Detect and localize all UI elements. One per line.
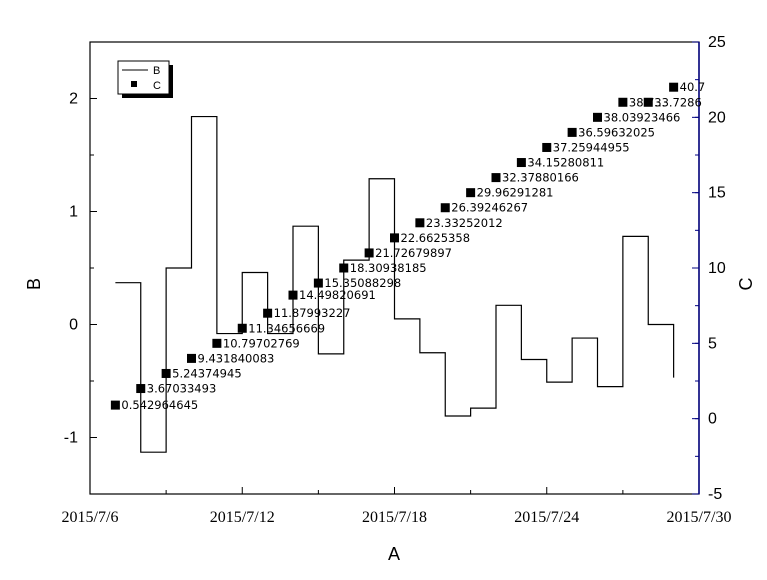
series-c-point [415, 218, 425, 228]
series-c-point [136, 384, 146, 394]
series-c-point [187, 353, 196, 363]
x-tick-label: 2015/7/24 [514, 509, 579, 526]
series-c-data-label: 18.30938185 [350, 261, 427, 275]
series-c-data-label: 11.87993227 [274, 306, 351, 320]
y-left-tick-label: 0 [69, 317, 78, 334]
series-c-data-label: 22.6625358 [401, 231, 471, 245]
series-c-point [313, 278, 323, 288]
series-c-data-label: 29.96291281 [477, 186, 554, 200]
y-right-axis-title: C [736, 278, 756, 291]
series-c-data-label: 0.542964645 [121, 398, 198, 412]
series-c-point [618, 97, 628, 107]
y-right-tick-label: 10 [708, 260, 726, 277]
series-c-point [263, 308, 273, 318]
series-c-data-label: 26.39246267 [451, 201, 528, 215]
series-c-point [593, 112, 602, 122]
series-c-point [542, 142, 552, 152]
series-c-data-label: 36.59632025 [578, 125, 655, 139]
x-tick-label: 2015/7/30 [667, 509, 732, 526]
series-c-point [491, 173, 501, 183]
series-c-point [364, 248, 374, 258]
legend-b-label: B [153, 65, 160, 77]
y-left-axis-title: B [24, 278, 44, 290]
series-c-data-label: 32.37880166 [502, 171, 579, 185]
x-tick-label: 2015/7/6 [62, 509, 119, 526]
series-c-point [110, 400, 120, 410]
series-c-point [161, 368, 171, 378]
series-c-point [212, 338, 222, 348]
y-right-tick-label: 20 [708, 109, 726, 126]
series-c-data-label: 14.49820691 [299, 288, 376, 302]
series-c-data-label: 15.35088298 [324, 276, 401, 290]
x-tick-label: 2015/7/12 [210, 509, 275, 526]
series-c-point [237, 323, 247, 333]
series-c-data-label: 34.15280811 [527, 156, 604, 170]
series-c-point [390, 233, 399, 243]
series-c-data-label: 5.24374945 [172, 366, 242, 380]
y-right-tick-label: 0 [708, 411, 717, 428]
x-axis-title: A [388, 544, 400, 564]
series-c-data-label: 11.34656669 [248, 321, 325, 335]
y-right-tick-label: -5 [708, 486, 722, 503]
series-c-point [669, 82, 679, 92]
series-c-data-label: 33.7286 [654, 95, 702, 109]
series-c-point [567, 127, 577, 137]
y-right-tick-label: 5 [708, 335, 717, 352]
series-c-point [516, 158, 526, 168]
series-c-point [643, 97, 653, 107]
series-b [115, 115, 675, 453]
series-c-data-label: 23.33252012 [426, 216, 503, 230]
legend: B C [117, 60, 173, 98]
legend-box [117, 60, 170, 95]
series-c-data-label: 9.431840083 [198, 351, 275, 365]
series-c-data-label: 21.72679897 [375, 246, 452, 260]
series-b-step-line [115, 115, 675, 453]
series-c-point [466, 188, 476, 198]
legend-c-marker-swatch [131, 81, 137, 87]
y-right-tick-label: 15 [708, 185, 726, 202]
series-c-data-label: 38.03923466 [604, 110, 681, 124]
series-c-point [288, 290, 298, 300]
axes: 2015/7/6 2015/7/12 2015/7/18 2015/7/24 2015/… [62, 34, 732, 526]
series-c-point [339, 263, 349, 273]
series-c-data-label: 3.67033493 [147, 382, 217, 396]
series-c-data-label: 10.79702769 [223, 336, 300, 350]
series-c: 0.542964645 3.67033493 5.243749459.4318400… [110, 80, 706, 412]
y-right-tick-label: 25 [708, 34, 726, 51]
y-left-tick-label: 2 [69, 91, 78, 108]
y-left-tick-label: 1 [69, 204, 78, 221]
x-tick-label: 2015/7/18 [362, 509, 427, 526]
series-c-data-label: 40.7 [680, 80, 706, 94]
series-c-data-label: 37.25944955 [553, 140, 630, 154]
series-c-point [440, 203, 450, 213]
legend-c-label: C [153, 80, 161, 92]
y-left-tick-label: -1 [64, 430, 78, 447]
